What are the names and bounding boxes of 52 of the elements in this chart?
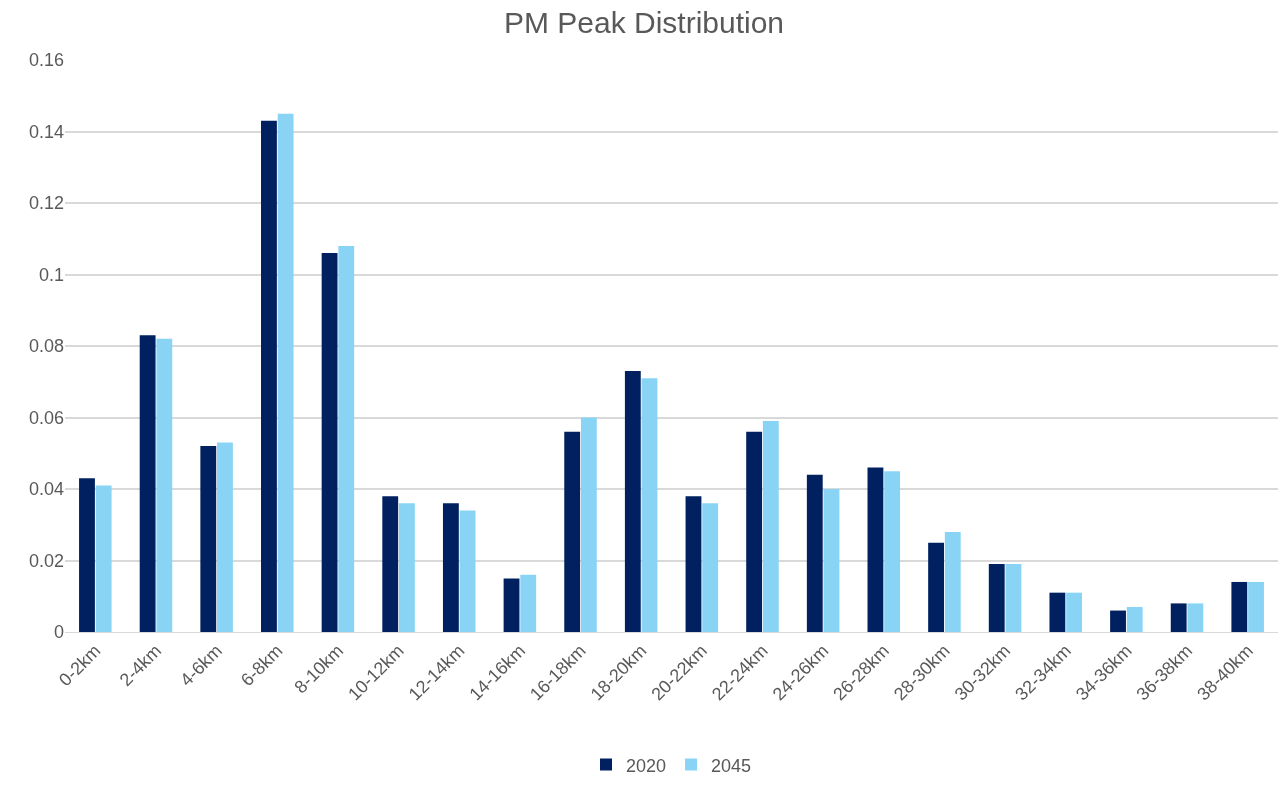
y-tick-label: 0.06 xyxy=(28,407,64,428)
bar xyxy=(321,253,338,632)
y-tick-label: 0.16 xyxy=(28,50,64,71)
bar xyxy=(156,338,173,632)
y-tick-label: 0.14 xyxy=(28,121,64,142)
bar xyxy=(520,574,537,632)
bar xyxy=(806,474,823,632)
bar xyxy=(944,531,961,632)
bar xyxy=(277,113,294,632)
bar xyxy=(1187,603,1204,632)
y-tick-label: 0 xyxy=(53,622,64,643)
y-tick-label: 0.02 xyxy=(28,550,64,571)
bar xyxy=(988,564,1005,632)
bar xyxy=(641,378,658,632)
bar xyxy=(702,503,719,632)
y-tick-label: 0.1 xyxy=(38,264,64,285)
legend-label: 2045 xyxy=(711,755,752,776)
bar xyxy=(459,510,476,632)
bar xyxy=(442,503,459,632)
legend-label: 2020 xyxy=(626,755,667,776)
bar xyxy=(884,471,901,632)
bar xyxy=(382,496,399,632)
bar xyxy=(1049,592,1066,632)
bar xyxy=(1248,581,1264,632)
bar xyxy=(580,417,597,632)
bar xyxy=(398,503,415,632)
bar xyxy=(1170,603,1187,632)
bar xyxy=(1126,606,1143,632)
bar xyxy=(338,245,355,632)
bar xyxy=(1066,592,1082,632)
chart-title: PM Peak Distribution xyxy=(503,5,785,39)
bar xyxy=(1231,581,1248,632)
bar xyxy=(564,431,581,632)
bar xyxy=(217,442,233,632)
y-tick-label: 0.08 xyxy=(28,336,64,357)
bar xyxy=(79,478,95,632)
y-tick-label: 0.04 xyxy=(28,479,64,500)
bar xyxy=(503,578,520,632)
bar xyxy=(261,120,277,632)
bar xyxy=(762,421,779,632)
y-tick-label: 0.12 xyxy=(28,193,64,214)
bar xyxy=(685,496,702,632)
bar xyxy=(746,431,763,632)
bar xyxy=(928,542,945,632)
bar xyxy=(1005,564,1022,632)
bar xyxy=(95,485,112,632)
bar xyxy=(1110,610,1126,632)
bar xyxy=(624,371,641,632)
bar xyxy=(200,446,217,632)
bar xyxy=(823,489,840,632)
bar xyxy=(867,467,884,632)
bar xyxy=(139,335,156,632)
